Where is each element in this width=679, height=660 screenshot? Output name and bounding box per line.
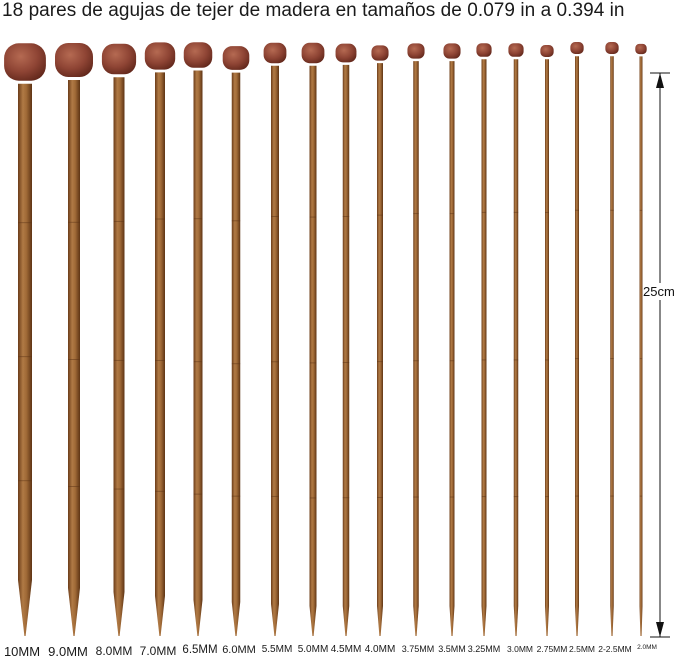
- needle-shaft: [610, 56, 614, 637]
- knitting-needle: [407, 43, 425, 637]
- arrow-up-icon: [656, 73, 664, 88]
- needle-size-label: 6.5MM: [182, 644, 218, 656]
- needle-size-label: 4.5MM: [330, 644, 362, 655]
- length-label: 25cm: [643, 283, 675, 300]
- needle-knob: [4, 43, 46, 81]
- needle-shaft: [18, 83, 32, 637]
- needle-shaft: [309, 65, 317, 637]
- knitting-needle: [335, 43, 357, 636]
- needle-knob: [476, 43, 492, 57]
- needle-size-label: 5.0MM: [297, 644, 329, 655]
- needle-size-label: 3.75MM: [401, 644, 435, 654]
- needle-shaft: [113, 77, 125, 636]
- knitting-needle: [635, 43, 647, 636]
- knitting-needle: [476, 43, 492, 636]
- title: 18 pares de agujas de tejer de madera en…: [2, 0, 625, 21]
- knitting-needle: [443, 43, 461, 637]
- arrow-down-icon: [656, 622, 664, 637]
- knitting-needle: [144, 42, 176, 636]
- needle-size-label: 2.0MM: [637, 644, 657, 651]
- knitting-needle: [605, 42, 619, 637]
- needle-shaft: [342, 64, 350, 636]
- knitting-needle: [101, 43, 137, 636]
- needle-size-label: 7.0MM: [139, 644, 177, 658]
- knitting-needle: [55, 43, 93, 636]
- needle-size-label: 3.5MM: [438, 644, 466, 654]
- needle-shaft: [545, 59, 549, 637]
- needle-knob: [635, 43, 647, 55]
- needle-knob: [144, 42, 176, 70]
- needle-knob: [508, 43, 524, 57]
- knitting-needle: [301, 42, 325, 637]
- knitting-needle: [371, 45, 389, 637]
- needle-size-label: 2-2.5MM: [598, 644, 632, 654]
- needle-knob: [443, 43, 461, 59]
- needle-size-label: 3.0MM: [507, 644, 533, 654]
- needle-knob: [183, 42, 213, 68]
- needle-size-label: 8.0MM: [95, 644, 133, 658]
- needle-shaft: [481, 59, 487, 636]
- needle-shaft: [155, 72, 165, 636]
- knitting-needle: [222, 46, 250, 637]
- needle-shaft: [449, 61, 455, 637]
- needle-shaft: [68, 80, 80, 636]
- needle-knob: [540, 45, 554, 57]
- needle-shaft: [413, 61, 419, 637]
- needle-shaft: [639, 56, 643, 636]
- needle-knob: [101, 43, 137, 75]
- needle-shaft: [193, 70, 203, 636]
- needle-size-label: 2.75MM: [536, 644, 568, 654]
- needle-knob: [605, 42, 619, 54]
- needle-size-label: 2.5MM: [569, 644, 595, 654]
- needle-size-label: 9.0MM: [48, 644, 88, 659]
- needle-knob: [263, 42, 287, 64]
- needle-knob: [371, 45, 389, 61]
- needle-size-label: 4.0MM: [364, 644, 396, 655]
- needle-size-label: 5.5MM: [261, 644, 293, 655]
- knitting-needle: [263, 42, 287, 637]
- needle-shaft: [377, 63, 383, 637]
- needle-shaft: [575, 56, 579, 637]
- length-dimension: [650, 72, 670, 638]
- needle-knob: [570, 42, 584, 54]
- needle-knob: [407, 43, 425, 59]
- needle-size-label: 6.0MM: [222, 644, 256, 656]
- needle-shaft: [513, 59, 519, 636]
- needle-size-label: 3.25MM: [467, 644, 501, 654]
- needle-shaft: [231, 72, 241, 637]
- needle-knob: [335, 43, 357, 63]
- needle-knob: [222, 46, 250, 70]
- knitting-needle: [508, 43, 524, 636]
- needle-size-label: 10MM: [3, 644, 41, 659]
- needle-knob: [55, 43, 93, 77]
- knitting-needle: [540, 45, 554, 637]
- knitting-needle: [183, 42, 213, 636]
- knitting-needle: [4, 43, 46, 637]
- needle-shaft: [271, 65, 279, 637]
- needle-knob: [301, 42, 325, 64]
- knitting-needle: [570, 42, 584, 637]
